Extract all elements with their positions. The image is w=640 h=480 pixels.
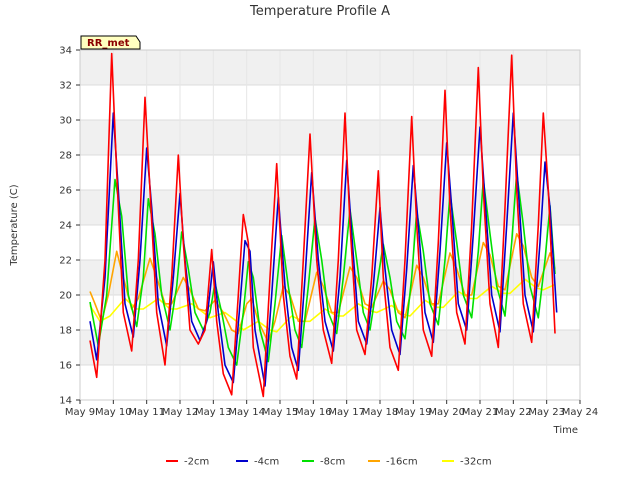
- background-band: [80, 120, 580, 155]
- legend-label: -8cm: [320, 457, 345, 468]
- y-tick-label: 26: [59, 186, 72, 197]
- x-tick-label: May 23: [528, 407, 565, 418]
- x-axis-label: Time: [553, 425, 578, 436]
- x-tick-label: May 15: [262, 407, 299, 418]
- station-badge-label: RR_met: [87, 38, 130, 49]
- y-tick-label: 32: [59, 81, 72, 92]
- series-line-8cmcm: [89, 171, 556, 366]
- y-tick-label: 30: [59, 116, 72, 127]
- x-tick-label: May 10: [95, 407, 132, 418]
- y-tick-label: 22: [59, 256, 72, 267]
- background-band: [80, 190, 580, 225]
- y-tick-label: 28: [59, 151, 72, 162]
- legend: -2cm -4cm -8cm -16cm -32cm: [166, 457, 492, 468]
- x-tick-label: May 11: [128, 407, 165, 418]
- legend-label: -32cm: [460, 457, 492, 468]
- y-tick-label: 20: [59, 291, 72, 302]
- background-band: [80, 50, 580, 85]
- x-tick-label: May 14: [228, 407, 265, 418]
- x-tick-label: May 19: [395, 407, 432, 418]
- x-tick-label: May 22: [495, 407, 532, 418]
- x-tick-label: May 9: [65, 407, 95, 418]
- x-tick-label: May 21: [462, 407, 499, 418]
- x-tick-label: May 17: [328, 407, 365, 418]
- y-tick-label: 18: [59, 326, 72, 337]
- chart-title: Temperature Profile A: [249, 4, 390, 19]
- x-tick-label: May 18: [362, 407, 399, 418]
- y-tick-label: 16: [59, 361, 72, 372]
- legend-label: -2cm: [184, 457, 209, 468]
- legend-label: -16cm: [386, 457, 418, 468]
- series-line-2cmcm: [89, 52, 556, 398]
- y-tick-label: 34: [59, 46, 72, 57]
- x-tick-label: May 20: [428, 407, 465, 418]
- y-axis-label: Temperature (C): [9, 184, 20, 266]
- y-tick-label: 24: [59, 221, 72, 232]
- legend-label: -4cm: [254, 457, 279, 468]
- x-tick-label: May 24: [562, 407, 599, 418]
- x-tick-label: May 12: [162, 407, 199, 418]
- y-axis-ticks: 14 16 18 20 22 24 26 28 30 32 34: [59, 46, 80, 407]
- station-badge: RR_met: [80, 35, 141, 50]
- x-tick-label: May 16: [295, 407, 332, 418]
- station-badge-box: [80, 35, 141, 50]
- series-layer: [89, 52, 558, 398]
- y-tick-label: 14: [59, 396, 72, 407]
- x-tick-label: May 13: [195, 407, 232, 418]
